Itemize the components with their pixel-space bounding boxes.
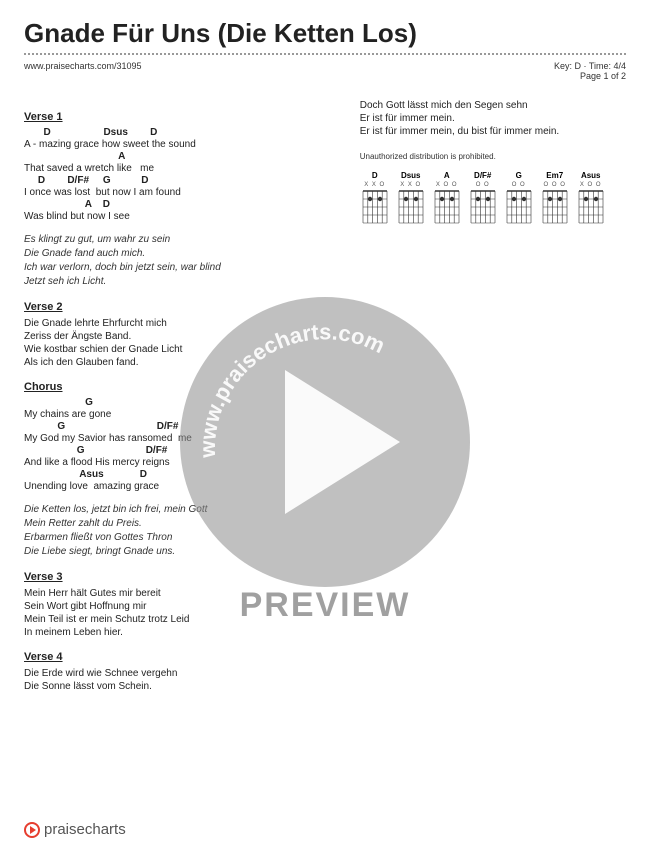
lyric-line: Erbarmen fließt von Gottes Thron [24,531,330,545]
lyric-line: Er ist für immer mein. [360,112,626,125]
verse4-heading: Verse 4 [24,651,330,663]
chord-fingering: X X O [400,182,421,188]
lyric-line: Wie kostbar schien der Gnade Licht [24,343,330,356]
lyric-line: My chains are gone [24,408,330,421]
verse2-heading: Verse 2 [24,301,330,313]
chord-diagram: D/F# O O [468,171,498,225]
chord-fingering: X O O [580,182,602,188]
lyric-line: Doch Gott lässt mich den Segen sehn [360,99,626,112]
chord-line: Asus D [24,469,330,480]
chord-diagram: Em7 O O O [540,171,570,225]
lyric-line: Ich war verlorn, doch bin jetzt sein, wa… [24,261,330,275]
chorus-heading: Chorus [24,381,330,393]
fretboard [504,189,534,225]
chord-fingering: X O O [436,182,458,188]
lyric-line: Die Gnade fand auch mich. [24,247,330,261]
chord-fingering: O O [476,182,490,188]
lyric-line: Die Sonne lässt vom Schein. [24,680,330,693]
divider [24,53,626,55]
lyric-line: Mein Retter zahlt du Preis. [24,517,330,531]
chord-diagrams: DX X ODsusX X OAX O OD/F# O OG O OEm7O O… [360,171,626,225]
chord-diagram: D X X O [360,171,390,225]
chord-line: G [24,397,330,408]
lyric-line: Jetzt seh ich Licht. [24,275,330,289]
lyric-line: Es klingt zu gut, um wahr zu sein [24,233,330,247]
lyric-line: Die Erde wird wie Schnee vergehn [24,667,330,680]
chord-fingering: O O O [544,182,566,188]
source-url: www.praisecharts.com/31095 [24,61,142,81]
chord-fingering: X X O [364,182,385,188]
verse3-heading: Verse 3 [24,571,330,583]
chord-diagram: G O O [504,171,534,225]
chord-name: G [516,171,522,180]
lyric-line: Die Gnade lehrte Ehrfurcht mich [24,317,330,330]
chord-line: A [24,151,330,162]
disclaimer: Unauthorized distribution is prohibited. [360,152,626,161]
key-time: Key: D · Time: 4/4 [554,61,626,71]
lyric-line: That saved a wretch like me [24,162,330,175]
fretboard [432,189,462,225]
chord-name: Dsus [401,171,421,180]
chord-diagram: Dsus X X O [396,171,426,225]
lyric-line: Zeriss der Ängste Band. [24,330,330,343]
chord-name: D/F# [474,171,491,180]
chord-diagram: Asus X O O [576,171,606,225]
lyric-line: Er ist für immer mein, du bist für immer… [360,125,626,138]
footer-logo: praisecharts [24,821,126,838]
chord-line: G D/F# [24,421,330,432]
fretboard [468,189,498,225]
lyric-line: Als ich den Glauben fand. [24,356,330,369]
lyric-line: And like a flood His mercy reigns [24,456,330,469]
chord-line: G D/F# [24,445,330,456]
lyric-line: Mein Herr hält Gutes mir bereit [24,587,330,600]
verse1-heading: Verse 1 [24,111,330,123]
lyric-line: A - mazing grace how sweet the sound [24,138,330,151]
fretboard [540,189,570,225]
chord-name: A [444,171,450,180]
footer-text: praisecharts [44,821,126,838]
chord-line: A D [24,199,330,210]
fretboard [576,189,606,225]
chord-diagram: A X O O [432,171,462,225]
lyric-line: Mein Teil ist er mein Schutz trotz Leid [24,613,330,626]
chord-name: Em7 [546,171,563,180]
chord-name: D [372,171,378,180]
chord-line: D Dsus D [24,127,330,138]
lyric-line: I once was lost but now I am found [24,186,330,199]
chord-fingering: O O [512,182,526,188]
lyric-line: Sein Wort gibt Hoffnung mir [24,600,330,613]
fretboard [396,189,426,225]
lyric-line: Unending love amazing grace [24,480,330,493]
lyric-line: My God my Savior has ransomed me [24,432,330,445]
fretboard [360,189,390,225]
lyric-line: Die Liebe siegt, bringt Gnade uns. [24,545,330,559]
play-icon [24,822,40,838]
song-title: Gnade Für Uns (Die Ketten Los) [24,18,626,49]
lyric-line: In meinem Leben hier. [24,626,330,639]
chord-name: Asus [581,171,601,180]
lyric-line: Die Ketten los, jetzt bin ich frei, mein… [24,503,330,517]
lyric-line: Was blind but now I see [24,210,330,223]
page-number: Page 1 of 2 [554,71,626,81]
chord-line: D D/F# G D [24,175,330,186]
